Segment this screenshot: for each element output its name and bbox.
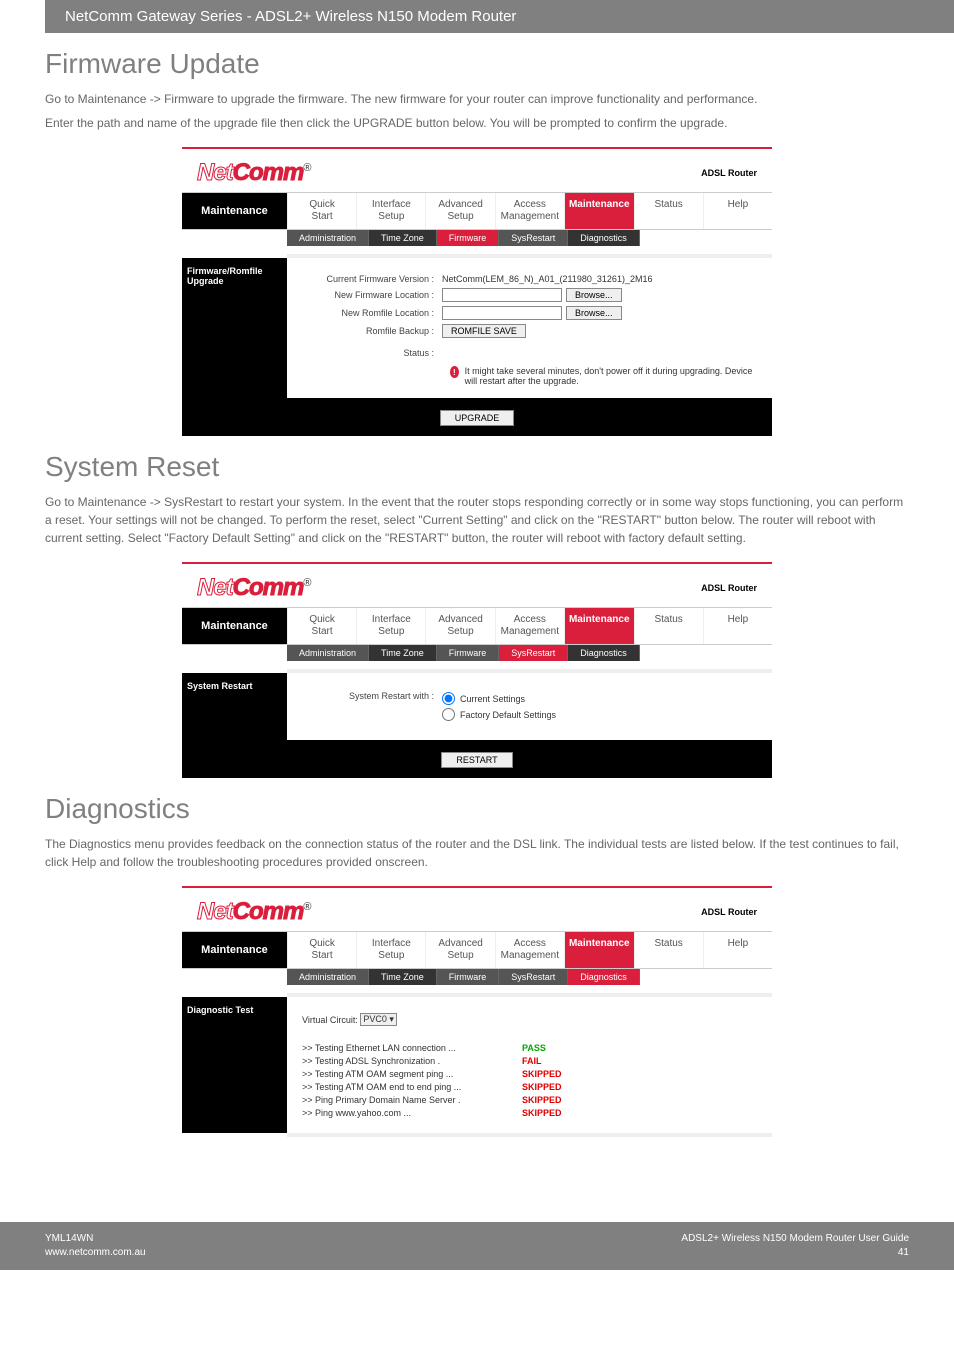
diag-test-label: >> Testing ADSL Synchronization . — [302, 1056, 522, 1066]
tab-status[interactable]: Status — [634, 932, 703, 968]
vc-label: Virtual Circuit: — [302, 1015, 358, 1025]
section-title-firmware: Firmware Update — [45, 48, 909, 80]
subnav-time-zone[interactable]: Time Zone — [369, 969, 437, 985]
tab-advanced-setup[interactable]: AdvancedSetup — [425, 193, 494, 229]
netcomm-logo: NetComm® — [197, 574, 310, 602]
adsl-label: ADSL Router — [701, 907, 757, 917]
tab-status[interactable]: Status — [634, 193, 703, 229]
diag-test-label: >> Ping www.yahoo.com ... — [302, 1108, 522, 1118]
diag-test-result: SKIPPED — [522, 1095, 562, 1105]
subnav-time-zone[interactable]: Time Zone — [369, 230, 437, 246]
tab-quick-start[interactable]: QuickStart — [287, 608, 356, 644]
panel-title-sysrestart: System Restart — [182, 673, 287, 740]
footer-page: 41 — [898, 1247, 909, 1258]
tab-status[interactable]: Status — [634, 608, 703, 644]
tab-access-management[interactable]: AccessManagement — [495, 608, 564, 644]
subnav-sysrestart[interactable]: SysRestart — [499, 645, 568, 661]
radio-current-label: Current Settings — [460, 694, 525, 704]
netcomm-logo: NetComm® — [197, 159, 310, 187]
sidebar-maintenance: Maintenance — [182, 932, 287, 968]
panel-title-diagnostic: Diagnostic Test — [182, 997, 287, 1133]
tab-help[interactable]: Help — [703, 608, 772, 644]
cur-ver-value: NetComm(LEM_86_N)_A01_(211980_31261)_2M1… — [442, 274, 652, 284]
new-rom-input[interactable] — [442, 306, 562, 320]
tab-access-management[interactable]: AccessManagement — [495, 193, 564, 229]
radio-current-settings[interactable] — [442, 692, 455, 705]
tab-help[interactable]: Help — [703, 932, 772, 968]
subnav-firmware[interactable]: Firmware — [437, 645, 500, 661]
romfile-save-button[interactable]: ROMFILE SAVE — [442, 324, 526, 338]
upgrade-button[interactable]: UPGRADE — [440, 410, 515, 426]
new-rom-label: New Romfile Location : — [302, 308, 442, 318]
sidebar-maintenance: Maintenance — [182, 193, 287, 229]
page-banner: NetComm Gateway Series - ADSL2+ Wireless… — [45, 0, 954, 33]
footer-url: www.netcomm.com.au — [45, 1247, 146, 1258]
vc-select[interactable]: PVC0 ▾ — [360, 1013, 397, 1026]
sidebar-maintenance: Maintenance — [182, 608, 287, 644]
tab-advanced-setup[interactable]: AdvancedSetup — [425, 608, 494, 644]
tab-maintenance[interactable]: Maintenance — [564, 932, 634, 968]
tab-interface-setup[interactable]: InterfaceSetup — [356, 932, 425, 968]
diag-test-result: PASS — [522, 1043, 546, 1053]
new-fw-label: New Firmware Location : — [302, 290, 442, 300]
new-fw-input[interactable] — [442, 288, 562, 302]
panel-title-firmware: Firmware/Romfile Upgrade — [182, 258, 287, 398]
rom-backup-label: Romfile Backup : — [302, 326, 442, 336]
fw-para-1: Go to Maintenance -> Firmware to upgrade… — [45, 90, 909, 108]
status-message: It might take several minutes, don't pow… — [465, 366, 757, 386]
browse-fw-button[interactable]: Browse... — [566, 288, 622, 302]
diag-test-label: >> Testing Ethernet LAN connection ... — [302, 1043, 522, 1053]
adsl-label: ADSL Router — [701, 168, 757, 178]
restart-button[interactable]: RESTART — [441, 752, 512, 768]
tab-maintenance[interactable]: Maintenance — [564, 608, 634, 644]
subnav-administration[interactable]: Administration — [287, 969, 369, 985]
subnav-diagnostics[interactable]: Diagnostics — [568, 969, 640, 985]
section-title-diagnostics: Diagnostics — [45, 793, 909, 825]
diag-test-result: SKIPPED — [522, 1082, 562, 1092]
sr-para-1: Go to Maintenance -> SysRestart to resta… — [45, 493, 909, 547]
cur-ver-label: Current Firmware Version : — [302, 274, 442, 284]
footer-title: ADSL2+ Wireless N150 Modem Router User G… — [681, 1233, 909, 1244]
tab-quick-start[interactable]: QuickStart — [287, 932, 356, 968]
diag-test-label: >> Ping Primary Domain Name Server . — [302, 1095, 522, 1105]
fw-screenshot: NetComm® ADSL Router Maintenance QuickSt… — [182, 147, 772, 436]
tab-quick-start[interactable]: QuickStart — [287, 193, 356, 229]
diag-test-result: SKIPPED — [522, 1069, 562, 1079]
adsl-label: ADSL Router — [701, 583, 757, 593]
subnav-firmware[interactable]: Firmware — [437, 969, 500, 985]
sr-screenshot: NetComm® ADSL Router Maintenance QuickSt… — [182, 562, 772, 778]
subnav-diagnostics[interactable]: Diagnostics — [568, 230, 640, 246]
subnav-sysrestart[interactable]: SysRestart — [499, 230, 568, 246]
subnav-time-zone[interactable]: Time Zone — [369, 645, 437, 661]
subnav-firmware[interactable]: Firmware — [437, 230, 500, 246]
subnav-sysrestart[interactable]: SysRestart — [499, 969, 568, 985]
restart-with-label: System Restart with : — [302, 689, 442, 701]
subnav-administration[interactable]: Administration — [287, 645, 369, 661]
page-footer: YML14WN www.netcomm.com.au ADSL2+ Wireles… — [0, 1222, 954, 1270]
tab-access-management[interactable]: AccessManagement — [495, 932, 564, 968]
radio-factory-default[interactable] — [442, 708, 455, 721]
diag-test-label: >> Testing ATM OAM segment ping ... — [302, 1069, 522, 1079]
radio-factory-label: Factory Default Settings — [460, 710, 556, 720]
tab-interface-setup[interactable]: InterfaceSetup — [356, 608, 425, 644]
diag-test-result: FAIL — [522, 1056, 542, 1066]
fw-para-2: Enter the path and name of the upgrade f… — [45, 114, 909, 132]
tab-advanced-setup[interactable]: AdvancedSetup — [425, 932, 494, 968]
subnav-administration[interactable]: Administration — [287, 230, 369, 246]
section-title-sysreset: System Reset — [45, 451, 909, 483]
dg-screenshot: NetComm® ADSL Router Maintenance QuickSt… — [182, 886, 772, 1137]
diag-test-label: >> Testing ATM OAM end to end ping ... — [302, 1082, 522, 1092]
tab-interface-setup[interactable]: InterfaceSetup — [356, 193, 425, 229]
diag-test-result: SKIPPED — [522, 1108, 562, 1118]
status-label: Status : — [302, 348, 442, 358]
subnav-diagnostics[interactable]: Diagnostics — [568, 645, 640, 661]
tab-help[interactable]: Help — [703, 193, 772, 229]
warning-icon: ! — [450, 366, 459, 378]
netcomm-logo: NetComm® — [197, 898, 310, 926]
footer-code: YML14WN — [45, 1233, 93, 1244]
tab-maintenance[interactable]: Maintenance — [564, 193, 634, 229]
browse-rom-button[interactable]: Browse... — [566, 306, 622, 320]
dg-para-1: The Diagnostics menu provides feedback o… — [45, 835, 909, 871]
